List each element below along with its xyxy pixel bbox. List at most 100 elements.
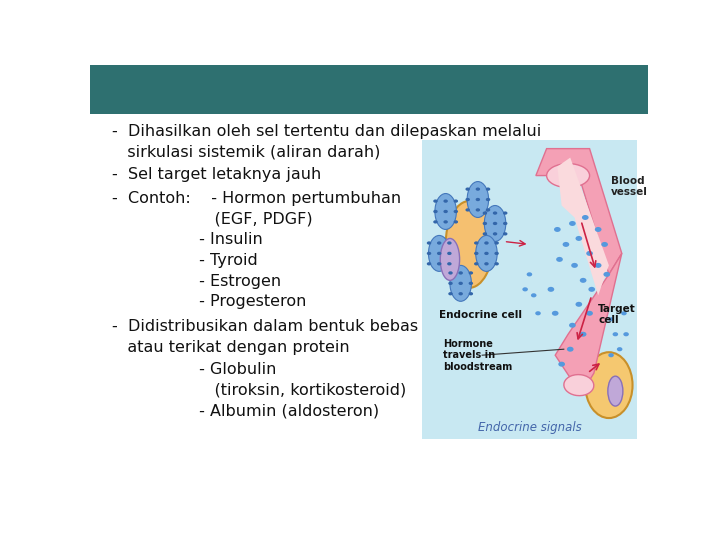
Ellipse shape bbox=[450, 265, 472, 301]
Circle shape bbox=[465, 198, 470, 201]
Circle shape bbox=[617, 347, 623, 352]
Circle shape bbox=[522, 287, 528, 292]
Circle shape bbox=[459, 292, 463, 295]
Circle shape bbox=[485, 262, 489, 266]
Circle shape bbox=[569, 221, 576, 226]
Circle shape bbox=[459, 271, 463, 275]
Text: Hormone
travels in
bloodstream: Hormone travels in bloodstream bbox=[444, 339, 513, 372]
Circle shape bbox=[580, 278, 587, 283]
Circle shape bbox=[437, 241, 441, 245]
Circle shape bbox=[454, 220, 458, 224]
Text: -  Didistribusikan dalam bentuk bebas: - Didistribusikan dalam bentuk bebas bbox=[112, 319, 418, 334]
Circle shape bbox=[556, 257, 563, 262]
Text: - Insulin: - Insulin bbox=[112, 232, 263, 247]
Circle shape bbox=[465, 187, 470, 191]
Circle shape bbox=[454, 199, 458, 202]
Circle shape bbox=[624, 332, 629, 336]
Circle shape bbox=[437, 252, 441, 255]
Circle shape bbox=[433, 220, 438, 224]
Circle shape bbox=[482, 212, 487, 215]
Circle shape bbox=[586, 311, 593, 316]
Circle shape bbox=[469, 271, 473, 275]
Polygon shape bbox=[536, 148, 622, 274]
Circle shape bbox=[427, 241, 431, 245]
Circle shape bbox=[486, 187, 490, 191]
Circle shape bbox=[476, 198, 480, 201]
Text: - Albumin (aldosteron): - Albumin (aldosteron) bbox=[112, 403, 379, 418]
Circle shape bbox=[595, 263, 601, 268]
Circle shape bbox=[469, 282, 473, 285]
Circle shape bbox=[492, 222, 498, 225]
Text: Target
cell: Target cell bbox=[598, 303, 636, 325]
Circle shape bbox=[492, 212, 498, 215]
Circle shape bbox=[495, 262, 499, 266]
Text: - Globulin: - Globulin bbox=[112, 362, 276, 377]
Ellipse shape bbox=[564, 375, 594, 396]
Circle shape bbox=[485, 241, 489, 245]
Circle shape bbox=[526, 272, 532, 276]
Text: atau terikat dengan protein: atau terikat dengan protein bbox=[112, 340, 350, 355]
Circle shape bbox=[495, 241, 499, 245]
Text: -  Sel target letaknya jauh: - Sel target letaknya jauh bbox=[112, 167, 322, 183]
Circle shape bbox=[531, 293, 536, 298]
Text: Blood
vessel: Blood vessel bbox=[611, 176, 648, 197]
Circle shape bbox=[595, 227, 601, 232]
Circle shape bbox=[567, 347, 574, 352]
Circle shape bbox=[558, 362, 565, 367]
Polygon shape bbox=[557, 158, 609, 295]
Text: -  Dihasilkan oleh sel tertentu dan dilepaskan melalui: - Dihasilkan oleh sel tertentu dan dilep… bbox=[112, 124, 541, 139]
FancyBboxPatch shape bbox=[90, 65, 648, 114]
Ellipse shape bbox=[440, 239, 459, 280]
Circle shape bbox=[474, 252, 479, 255]
Circle shape bbox=[608, 317, 614, 321]
Circle shape bbox=[580, 332, 587, 337]
Circle shape bbox=[588, 287, 595, 292]
Circle shape bbox=[444, 210, 448, 213]
Circle shape bbox=[569, 323, 576, 328]
Circle shape bbox=[474, 241, 479, 245]
Circle shape bbox=[503, 232, 508, 235]
Circle shape bbox=[476, 187, 480, 191]
Ellipse shape bbox=[476, 235, 498, 272]
Circle shape bbox=[449, 271, 453, 275]
Circle shape bbox=[433, 199, 438, 202]
Polygon shape bbox=[555, 253, 622, 394]
Circle shape bbox=[495, 252, 499, 255]
Circle shape bbox=[486, 208, 490, 212]
Circle shape bbox=[476, 208, 480, 212]
Circle shape bbox=[433, 210, 438, 213]
Circle shape bbox=[427, 252, 431, 255]
Ellipse shape bbox=[608, 376, 623, 406]
FancyBboxPatch shape bbox=[422, 140, 637, 439]
Circle shape bbox=[482, 222, 487, 225]
Circle shape bbox=[492, 232, 498, 235]
Circle shape bbox=[562, 242, 570, 247]
Circle shape bbox=[621, 311, 626, 315]
Circle shape bbox=[582, 215, 589, 220]
Circle shape bbox=[437, 262, 441, 266]
Circle shape bbox=[503, 222, 508, 225]
Circle shape bbox=[575, 302, 582, 307]
Circle shape bbox=[586, 251, 593, 256]
Circle shape bbox=[503, 212, 508, 215]
Circle shape bbox=[447, 252, 451, 255]
Circle shape bbox=[575, 236, 582, 241]
Ellipse shape bbox=[585, 352, 633, 418]
Ellipse shape bbox=[428, 235, 450, 272]
Circle shape bbox=[469, 292, 473, 295]
Circle shape bbox=[603, 272, 610, 277]
Text: sirkulasi sistemik (aliran darah): sirkulasi sistemik (aliran darah) bbox=[112, 145, 381, 160]
Circle shape bbox=[554, 227, 561, 232]
Circle shape bbox=[613, 332, 618, 336]
Text: 3. Endocrine signaling: 3. Endocrine signaling bbox=[102, 77, 399, 102]
Text: - Estrogen: - Estrogen bbox=[112, 274, 282, 288]
Circle shape bbox=[447, 241, 451, 245]
Text: - Tyroid: - Tyroid bbox=[112, 253, 258, 268]
Text: -  Contoh:    - Hormon pertumbuhan: - Contoh: - Hormon pertumbuhan bbox=[112, 191, 402, 206]
Circle shape bbox=[571, 263, 578, 268]
Ellipse shape bbox=[485, 206, 505, 241]
Circle shape bbox=[465, 208, 470, 212]
Circle shape bbox=[444, 199, 448, 202]
Circle shape bbox=[454, 210, 458, 213]
Text: - Progesteron: - Progesteron bbox=[112, 294, 307, 309]
